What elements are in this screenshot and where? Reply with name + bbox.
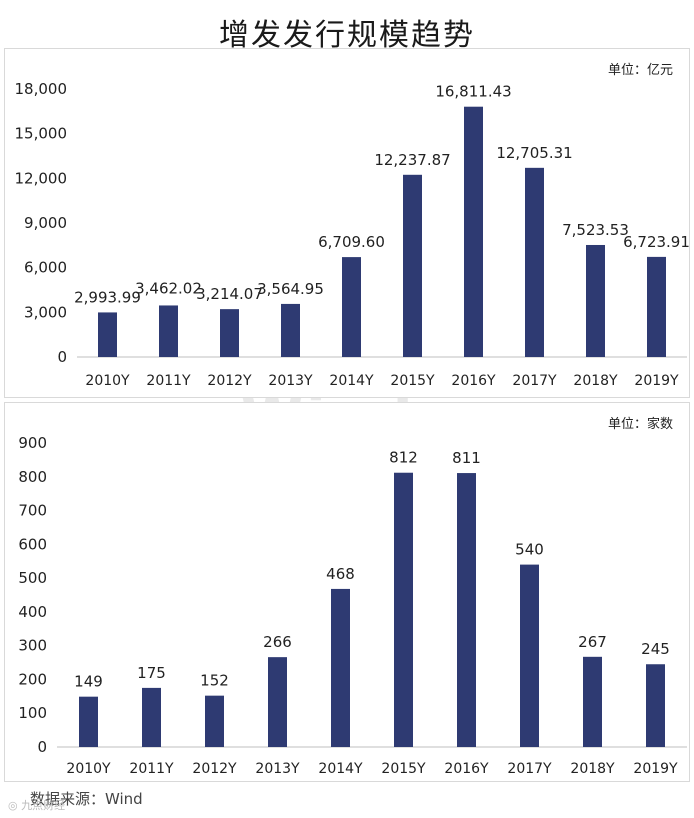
count-value-label: 267 xyxy=(578,633,607,651)
count-ytick-label: 800 xyxy=(18,468,47,486)
count-ytick-label: 100 xyxy=(18,704,47,722)
count-bar-2014Y xyxy=(331,588,350,747)
data-source-note: 数据来源：Wind xyxy=(30,790,143,808)
amount-bar-2011Y xyxy=(159,305,178,357)
amount-xtick-label: 2011Y xyxy=(146,373,191,389)
count-bar-2013Y xyxy=(268,657,287,747)
count-xtick-label: 2015Y xyxy=(381,761,426,777)
count-value-label: 468 xyxy=(326,565,355,583)
count-xtick-label: 2014Y xyxy=(318,761,363,777)
count-value-label: 245 xyxy=(641,640,670,658)
amount-xtick-label: 2018Y xyxy=(573,373,618,389)
amount-bar-2016Y xyxy=(464,106,483,357)
amount-ytick-label: 6,000 xyxy=(24,259,67,277)
count-ytick-label: 900 xyxy=(18,434,47,452)
count-ytick-label: 700 xyxy=(18,502,47,520)
amount-unit-label: 单位：亿元 xyxy=(607,63,673,78)
count-xtick-label: 2017Y xyxy=(507,761,552,777)
count-bar-2012Y xyxy=(205,695,224,747)
amount-value-label: 2,993.99 xyxy=(74,288,141,306)
amount-ytick-label: 12,000 xyxy=(15,169,68,187)
count-bar-2016Y xyxy=(457,473,476,747)
chart-title: 增发发行规模趋势 xyxy=(219,18,475,53)
count-bar-chart: 0 100 200 300 400 500 600 700 800 900 149 2010Y 175 2… xyxy=(18,434,687,777)
amount-ytick-label: 3,000 xyxy=(24,303,67,321)
amount-xtick-label: 2017Y xyxy=(512,373,557,389)
amount-value-label: 16,811.43 xyxy=(435,83,511,101)
amount-ytick-label: 0 xyxy=(57,348,67,366)
count-xtick-label: 2018Y xyxy=(570,761,615,777)
count-ytick-label: 300 xyxy=(18,637,47,655)
amount-xtick-label: 2015Y xyxy=(390,373,435,389)
amount-bar-2014Y xyxy=(342,257,361,357)
count-value-label: 152 xyxy=(200,672,229,690)
amount-value-label: 12,237.87 xyxy=(374,151,450,169)
count-value-label: 812 xyxy=(389,449,418,467)
count-xtick-label: 2010Y xyxy=(66,761,111,777)
amount-bar-2018Y xyxy=(586,244,605,357)
count-value-label: 811 xyxy=(452,449,481,467)
count-ytick-label: 600 xyxy=(18,535,47,553)
amount-bar-chart: 0 3,000 6,000 9,000 12,000 15,000 18,000 2,993.… xyxy=(15,80,690,389)
amount-bar-2010Y xyxy=(98,312,117,357)
count-xtick-label: 2013Y xyxy=(255,761,300,777)
count-value-label: 149 xyxy=(74,673,103,691)
count-value-label: 175 xyxy=(137,664,166,682)
count-value-label: 540 xyxy=(515,541,544,559)
amount-value-label: 12,705.31 xyxy=(496,144,572,162)
amount-value-label: 7,523.53 xyxy=(562,221,629,239)
count-chart-panel: 单位：家数 0 100 200 300 400 500 600 700 800 900 149 201… xyxy=(4,402,690,782)
count-bar-2015Y xyxy=(394,472,413,747)
amount-value-label: 3,462.02 xyxy=(135,279,202,297)
amount-bar-2012Y xyxy=(220,309,239,357)
amount-value-label: 6,709.60 xyxy=(318,233,385,251)
count-xtick-label: 2011Y xyxy=(129,761,174,777)
amount-chart-panel: 单位：亿元 0 3,000 6,000 9,000 12,000 15,000 18,000… xyxy=(4,48,690,398)
amount-bar-2013Y xyxy=(281,303,300,357)
publisher-stamp: ◎ 九点财经 xyxy=(8,799,66,812)
count-ytick-label: 0 xyxy=(37,738,47,756)
amount-xtick-label: 2016Y xyxy=(451,373,496,389)
amount-xtick-label: 2014Y xyxy=(329,373,374,389)
amount-ytick-label: 18,000 xyxy=(15,80,68,98)
amount-bar-2019Y xyxy=(647,256,666,357)
count-xtick-label: 2016Y xyxy=(444,761,489,777)
amount-bar-2017Y xyxy=(525,167,544,357)
count-bar-2011Y xyxy=(142,687,161,747)
amount-xtick-label: 2010Y xyxy=(85,373,130,389)
amount-value-label: 3,564.95 xyxy=(257,280,324,298)
amount-xtick-label: 2013Y xyxy=(268,373,313,389)
count-bar-2017Y xyxy=(520,564,539,747)
amount-value-label: 3,214.07 xyxy=(196,285,263,303)
count-value-label: 266 xyxy=(263,633,292,651)
count-xtick-label: 2012Y xyxy=(192,761,237,777)
amount-value-label: 6,723.91 xyxy=(623,233,690,251)
count-bar-2018Y xyxy=(583,656,602,747)
amount-bar-2015Y xyxy=(403,174,422,357)
count-bar-2010Y xyxy=(79,696,98,747)
amount-xtick-label: 2012Y xyxy=(207,373,252,389)
amount-ytick-label: 15,000 xyxy=(15,125,68,143)
count-ytick-label: 500 xyxy=(18,569,47,587)
count-ytick-label: 200 xyxy=(18,670,47,688)
count-bar-2019Y xyxy=(646,664,665,747)
count-unit-label: 单位：家数 xyxy=(607,417,673,432)
count-xtick-label: 2019Y xyxy=(633,761,678,777)
count-ytick-label: 400 xyxy=(18,603,47,621)
amount-xtick-label: 2019Y xyxy=(634,373,679,389)
amount-ytick-label: 9,000 xyxy=(24,214,67,232)
